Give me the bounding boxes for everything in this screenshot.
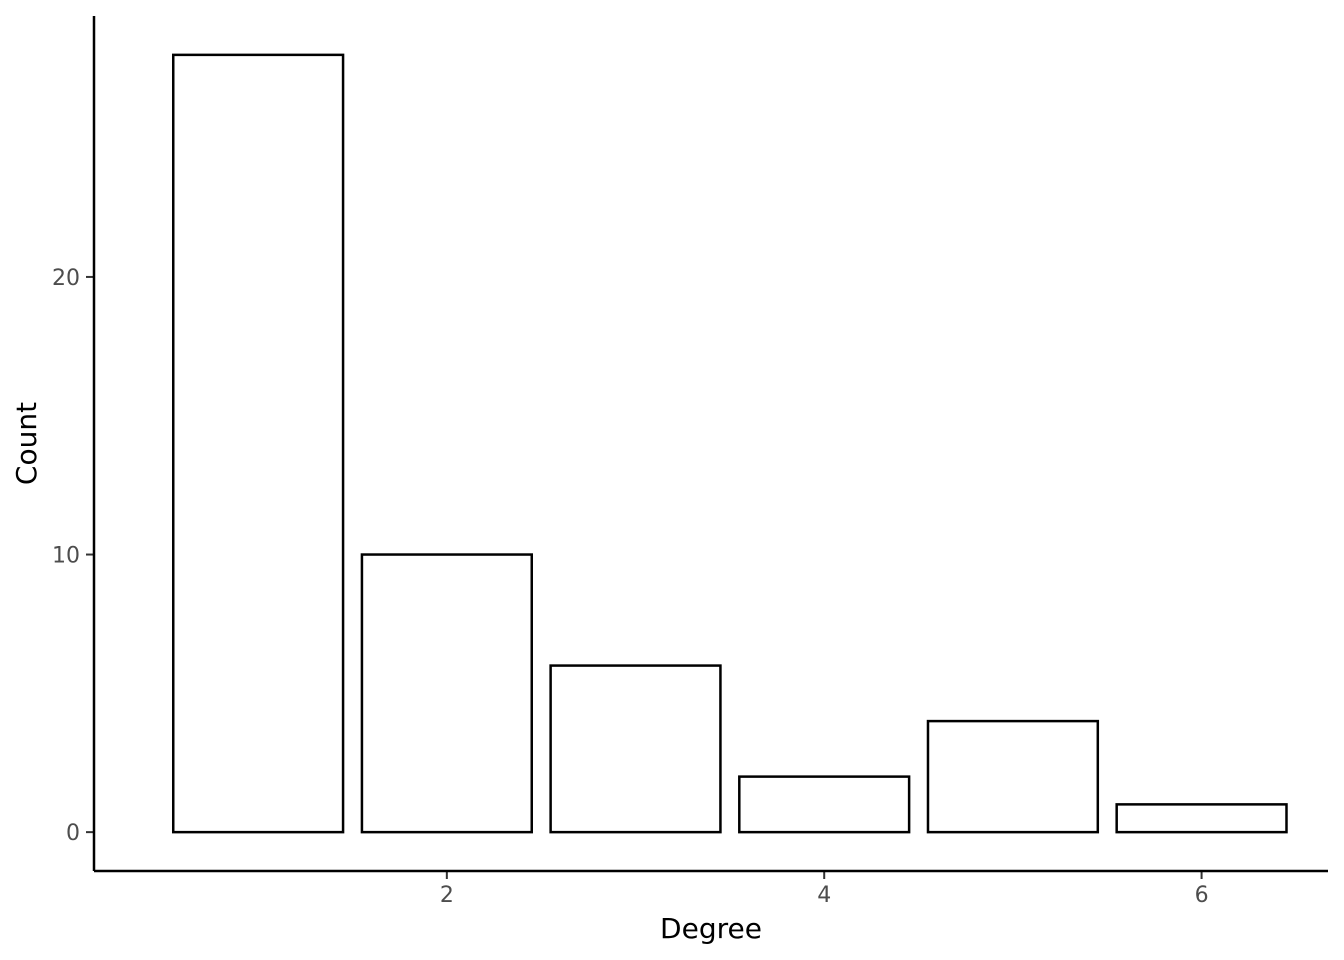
bars-group bbox=[171, 53, 1288, 834]
y-axis-ticks: 0 10 20 bbox=[52, 266, 94, 846]
x-tick-label-2: 2 bbox=[440, 883, 454, 908]
y-tick-label-10: 10 bbox=[52, 544, 80, 569]
y-tick-label-0: 0 bbox=[66, 821, 80, 846]
x-axis-ticks: 2 4 6 bbox=[440, 871, 1209, 908]
x-axis-title: Degree bbox=[660, 912, 762, 945]
bar-degree-1 bbox=[171, 53, 345, 834]
y-axis-title: Count bbox=[10, 402, 43, 485]
x-tick-label-6: 6 bbox=[1195, 883, 1209, 908]
bar-degree-6 bbox=[1115, 803, 1288, 834]
bar-degree-4 bbox=[738, 775, 911, 834]
y-tick-label-20: 20 bbox=[52, 266, 80, 291]
x-tick-label-4: 4 bbox=[817, 883, 831, 908]
bar-degree-5 bbox=[926, 719, 1100, 834]
bar-degree-3 bbox=[549, 664, 722, 834]
bar-degree-2 bbox=[360, 553, 533, 834]
